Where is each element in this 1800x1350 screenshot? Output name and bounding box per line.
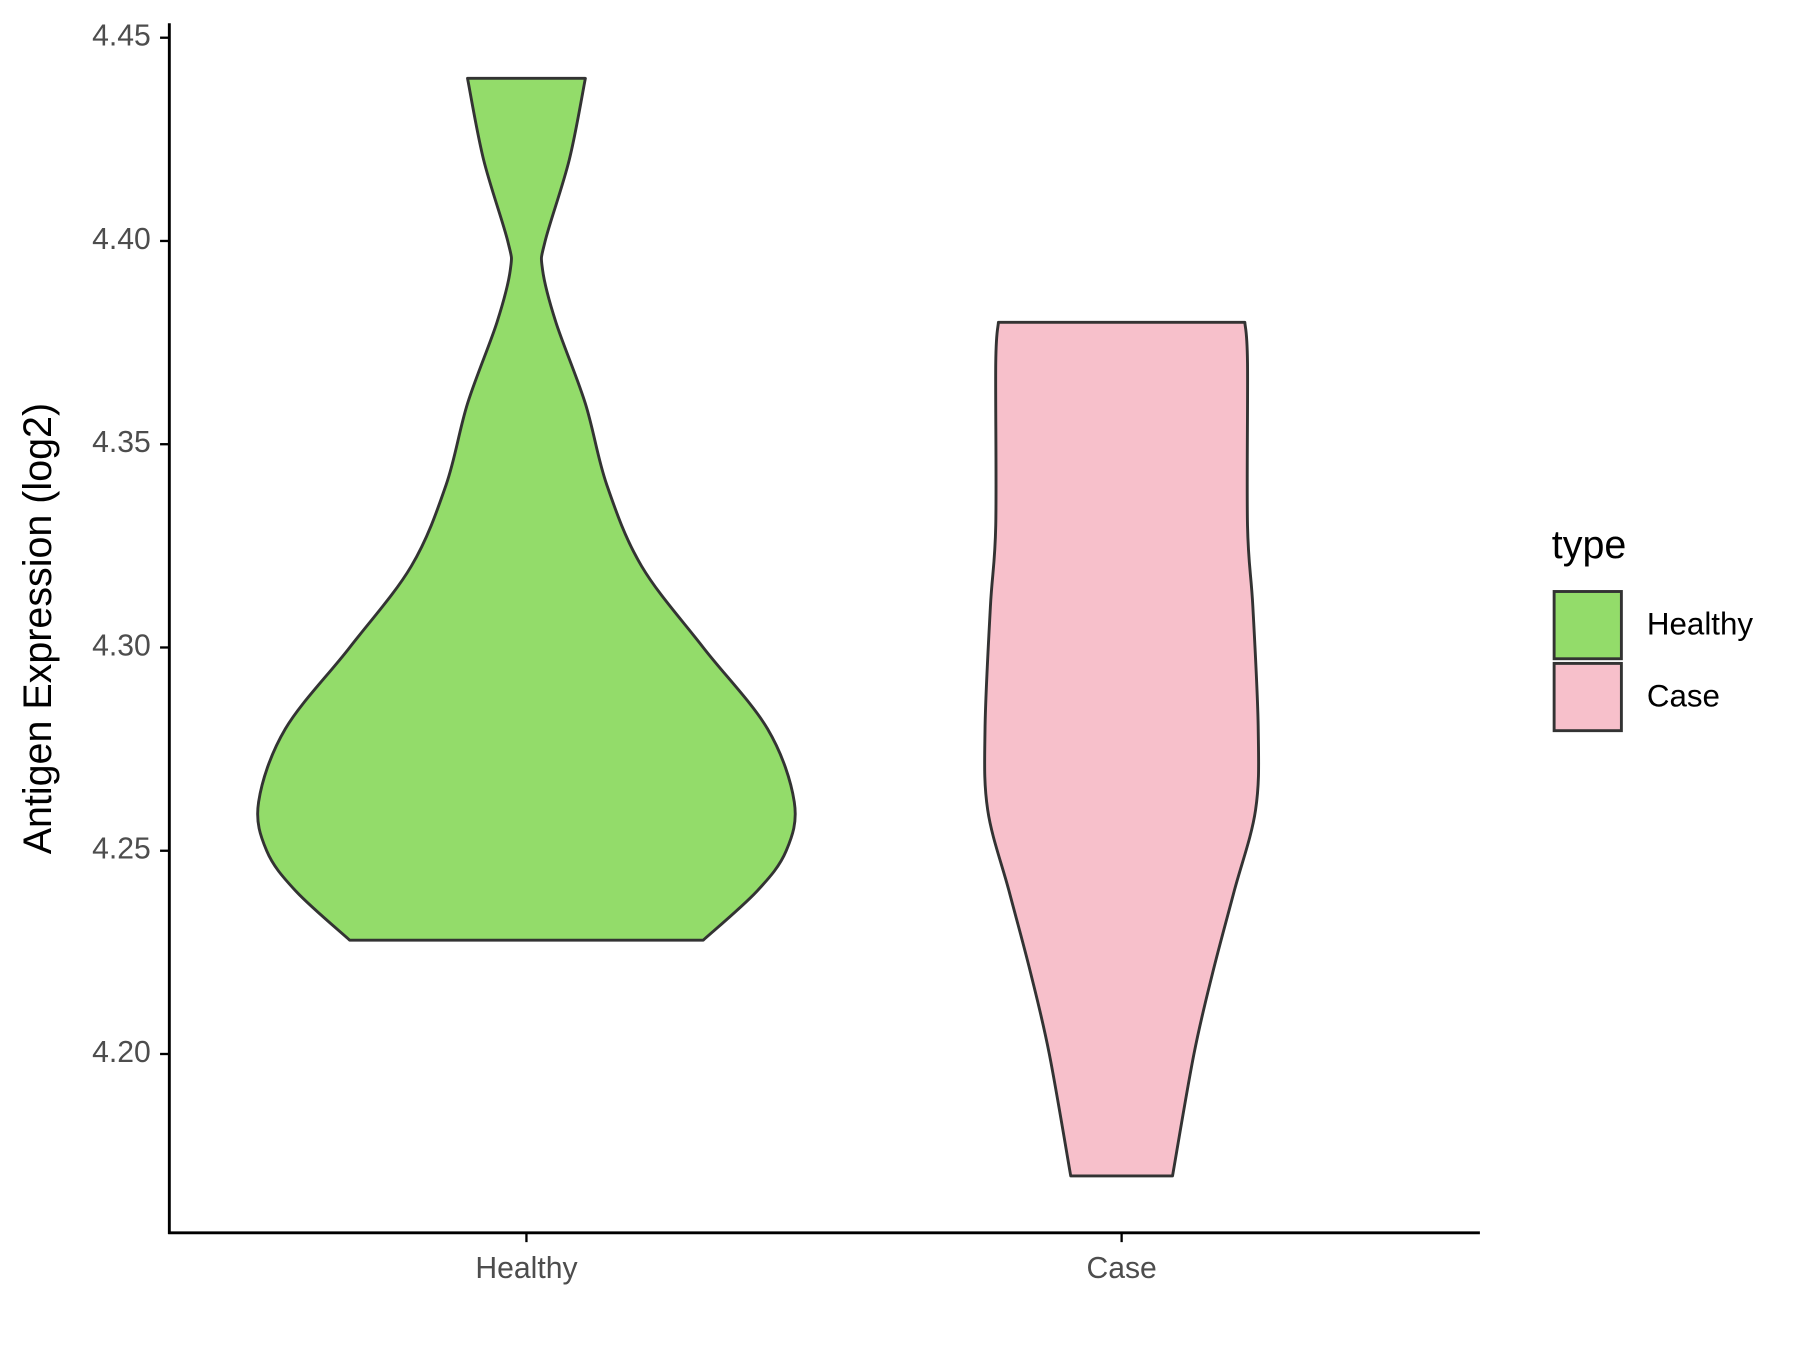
legend-label: Healthy: [1647, 607, 1753, 642]
violin: [256, 76, 797, 942]
y-tick-label: 4.35: [92, 426, 151, 459]
y-tick-label: 4.20: [92, 1036, 151, 1069]
legend-swatch: [1552, 590, 1623, 661]
y-axis-label: Antigen Expression (log2): [16, 403, 60, 854]
legend-title: type: [1552, 523, 1627, 567]
violin: [983, 320, 1261, 1178]
legend-swatch: [1552, 661, 1623, 733]
y-tick-label: 4.25: [92, 833, 151, 866]
x-tick-label: Healthy: [475, 1252, 578, 1285]
x-tick-label: Case: [1086, 1252, 1156, 1285]
y-tick-label: 4.45: [92, 20, 151, 53]
y-tick-label: 4.30: [92, 629, 151, 662]
legend-label: Case: [1647, 678, 1720, 713]
y-tick-label: 4.40: [92, 223, 151, 256]
